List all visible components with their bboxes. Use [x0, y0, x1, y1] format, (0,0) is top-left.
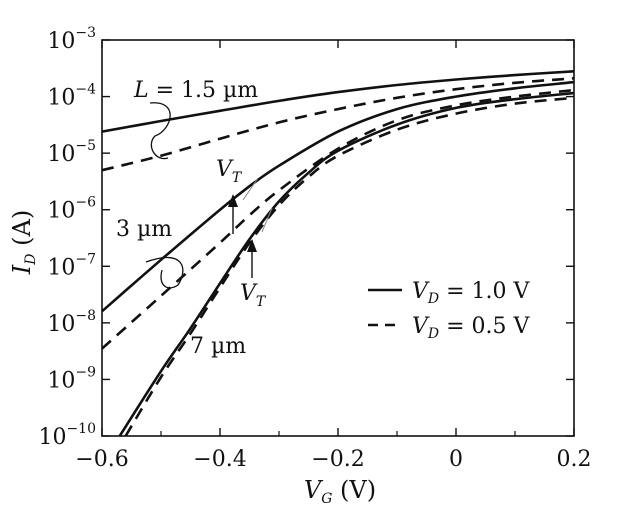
series-line-1 — [101, 77, 575, 172]
y-tick-label: 10−9 — [47, 364, 96, 393]
legend-label-solid: VD = 1.0 V — [412, 279, 531, 307]
y-tick-label: 10−3 — [47, 25, 96, 54]
threshold-marker-3um: VT — [216, 157, 259, 234]
group-label-3um: 3 µm — [116, 217, 172, 242]
y-axis-title: ID (A) — [8, 210, 39, 275]
y-tick-label: 10−4 — [47, 82, 96, 111]
series-line-5 — [124, 96, 575, 437]
y-tick-label: 10−8 — [47, 308, 96, 337]
group-label-1p5um: L = 1.5 µm — [133, 78, 258, 103]
threshold-tick-7um — [261, 207, 273, 233]
group-loop-3um — [145, 256, 184, 289]
y-tick-label: 10−6 — [47, 195, 96, 224]
x-tick-layer: −0.6 −0.4 −0.2 0 0.2 — [75, 40, 592, 472]
y-tick-layer: 10−3 10−4 10−5 10−6 10−7 10−8 10−9 10−10 — [38, 25, 574, 450]
y-tick-label: 10−10 — [38, 421, 96, 450]
series-line-3 — [101, 88, 575, 350]
curve-layer — [101, 70, 575, 437]
x-tick-label: 0 — [449, 447, 463, 472]
x-tick-label: 0.2 — [557, 447, 592, 472]
series-line-0 — [101, 70, 575, 133]
threshold-tick-3um — [242, 177, 259, 201]
threshold-marker-7um: VT — [240, 207, 273, 310]
x-tick-label: −0.6 — [75, 447, 128, 472]
threshold-arrowhead-7um — [247, 239, 257, 252]
group-label-7um: 7 µm — [190, 334, 246, 359]
threshold-label-7um: VT — [240, 281, 267, 310]
series-line-4 — [118, 91, 575, 437]
series-line-2 — [101, 80, 575, 313]
threshold-arrowhead-3um — [228, 194, 238, 207]
x-tick-label: −0.2 — [311, 447, 364, 472]
threshold-label-3um: VT — [216, 157, 243, 186]
y-tick-label: 10−7 — [47, 251, 96, 280]
legend-label-dashed: VD = 0.5 V — [412, 314, 531, 342]
legend: VD = 1.0 V VD = 0.5 V — [368, 279, 531, 342]
x-axis-title: VG (V) — [304, 476, 376, 507]
group-loop-1p5um — [149, 102, 171, 160]
x-tick-label: −0.4 — [193, 447, 246, 472]
y-tick-label: 10−5 — [47, 138, 96, 167]
